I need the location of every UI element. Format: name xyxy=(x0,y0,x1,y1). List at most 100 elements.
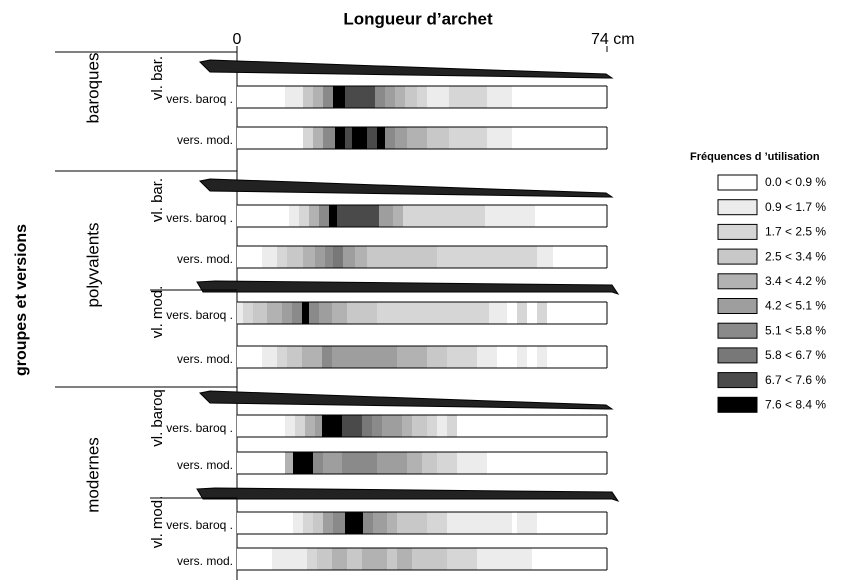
cell xyxy=(299,205,309,227)
cell xyxy=(487,127,512,149)
legend-label: 5.1 < 5.8 % xyxy=(765,323,826,337)
legend-swatch xyxy=(718,200,757,215)
cell xyxy=(427,86,449,108)
cell xyxy=(397,548,412,570)
legend-label: 2.5 < 3.4 % xyxy=(765,249,826,263)
legend-swatch xyxy=(718,348,757,363)
cell xyxy=(367,127,377,149)
cell xyxy=(402,415,412,437)
cell xyxy=(477,548,517,570)
cell xyxy=(363,512,373,534)
legend-label: 0.9 < 1.7 % xyxy=(765,200,826,214)
cell xyxy=(323,86,333,108)
cell xyxy=(487,86,512,108)
legend-title: Fréquences d ’utilisation xyxy=(690,151,820,163)
cell xyxy=(287,346,302,368)
cell xyxy=(373,512,387,534)
cell xyxy=(303,512,313,534)
cell xyxy=(437,246,537,268)
cell xyxy=(512,512,517,534)
cell xyxy=(303,127,313,149)
cell xyxy=(277,246,287,268)
chart: Longueur d’archet groupes et versions Fr… xyxy=(0,0,865,580)
y-axis-label: groupes et versions xyxy=(13,224,30,376)
cell xyxy=(362,415,372,437)
legend-swatch xyxy=(718,224,757,239)
cell xyxy=(387,512,397,534)
cell xyxy=(485,205,535,227)
cell xyxy=(345,86,375,108)
cell xyxy=(512,127,607,149)
cell xyxy=(342,452,357,474)
cell xyxy=(535,205,607,227)
cell xyxy=(313,512,323,534)
cell xyxy=(303,86,313,108)
legend-label: 3.4 < 4.2 % xyxy=(765,274,826,288)
legend-label: 1.7 < 2.5 % xyxy=(765,225,826,239)
row-label: vers. mod. xyxy=(177,458,233,472)
subgroup-label: vl. mod. xyxy=(149,496,166,549)
cell xyxy=(237,127,303,149)
cell xyxy=(382,415,402,437)
subgroup-label: vl. mod. xyxy=(149,286,166,339)
legend-swatch xyxy=(718,397,757,412)
cell xyxy=(527,346,537,368)
cell xyxy=(427,548,447,570)
cell xyxy=(447,548,477,570)
cell xyxy=(289,205,299,227)
cell xyxy=(517,512,537,534)
bow xyxy=(197,281,618,294)
cell xyxy=(477,346,497,368)
legend-swatch xyxy=(718,299,757,314)
cell xyxy=(437,452,457,474)
cell xyxy=(412,548,427,570)
cell xyxy=(332,302,347,324)
cell xyxy=(395,86,405,108)
cell xyxy=(292,302,302,324)
cell xyxy=(377,127,385,149)
cell xyxy=(335,127,345,149)
cell xyxy=(345,127,352,149)
cell xyxy=(537,302,547,324)
cell xyxy=(553,246,607,268)
cell xyxy=(313,86,323,108)
cell xyxy=(237,205,289,227)
cell xyxy=(449,86,487,108)
cell xyxy=(285,415,295,437)
cell xyxy=(295,415,305,437)
cell xyxy=(287,246,303,268)
row-label: vers. baroq . xyxy=(166,518,233,532)
cell xyxy=(323,127,335,149)
cell xyxy=(315,246,325,268)
cell xyxy=(322,415,342,437)
cell xyxy=(447,512,477,534)
legend-swatch xyxy=(718,175,757,190)
cell xyxy=(437,415,447,437)
cell xyxy=(323,452,342,474)
cell xyxy=(277,346,287,368)
cell xyxy=(285,452,293,474)
cell xyxy=(267,302,282,324)
cell xyxy=(457,415,607,437)
cell xyxy=(347,548,362,570)
cell xyxy=(517,548,532,570)
cell xyxy=(422,452,437,474)
legend-label: 0.0 < 0.9 % xyxy=(765,175,826,189)
cell xyxy=(403,205,485,227)
row-label: vers. baroq . xyxy=(166,211,233,225)
cell xyxy=(489,302,507,324)
cell xyxy=(412,512,427,534)
cell xyxy=(352,127,367,149)
cell xyxy=(329,205,337,227)
cell xyxy=(377,302,489,324)
legend-label: 7.6 < 8.4 % xyxy=(765,397,826,411)
cell xyxy=(377,346,397,368)
cell xyxy=(342,415,362,437)
cell xyxy=(395,127,407,149)
cell xyxy=(527,302,537,324)
cell xyxy=(345,512,363,534)
cell xyxy=(449,127,487,149)
cell xyxy=(322,346,332,368)
row-label: vers. mod. xyxy=(177,352,233,366)
cell xyxy=(427,127,449,149)
